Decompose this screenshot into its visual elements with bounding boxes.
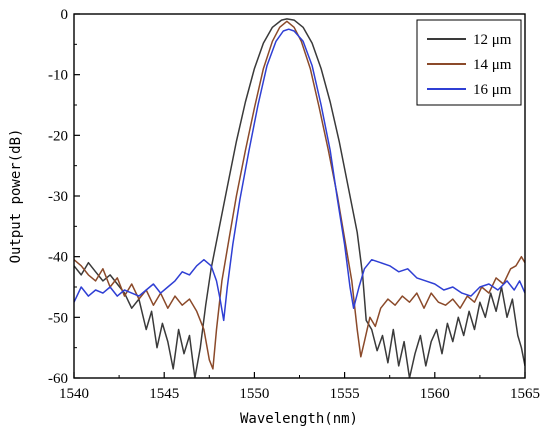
legend: 12 μm 14 μm 16 μm — [416, 19, 522, 106]
x-tick-label: 1545 — [149, 386, 179, 402]
legend-label-3: 16 μm — [473, 82, 512, 98]
x-tick-label: 1550 — [239, 386, 269, 402]
y-tick-label: -60 — [48, 371, 68, 387]
x-tick-label: 1565 — [510, 386, 540, 402]
series-layer — [74, 18, 525, 378]
series-line-3 — [74, 28, 525, 322]
y-tick-label: -10 — [48, 68, 68, 84]
y-tick-label: -20 — [48, 128, 68, 144]
y-tick-label: -50 — [48, 310, 68, 326]
x-tick-label: 1560 — [420, 386, 450, 402]
legend-box — [416, 19, 522, 106]
legend-label-1: 12 μm — [473, 32, 512, 48]
x-tick-label: 1555 — [330, 386, 360, 402]
legend-label-2: 14 μm — [473, 57, 512, 73]
series-line-2 — [74, 20, 525, 370]
x-tick-label: 1540 — [59, 386, 89, 402]
y-tick-label: -40 — [48, 250, 68, 266]
y-tick-label: 0 — [61, 7, 69, 23]
y-ticks: 0 -10 -20 -30 -40 -50 -60 — [48, 7, 80, 387]
y-tick-label: -30 — [48, 189, 68, 205]
x-axis-label: Wavelength(nm) — [240, 411, 358, 427]
y-axis-label: Output power(dB) — [8, 129, 24, 264]
x-ticks: 1540 1545 1550 1555 1560 1565 — [59, 372, 540, 402]
series-line-1 — [74, 18, 525, 378]
